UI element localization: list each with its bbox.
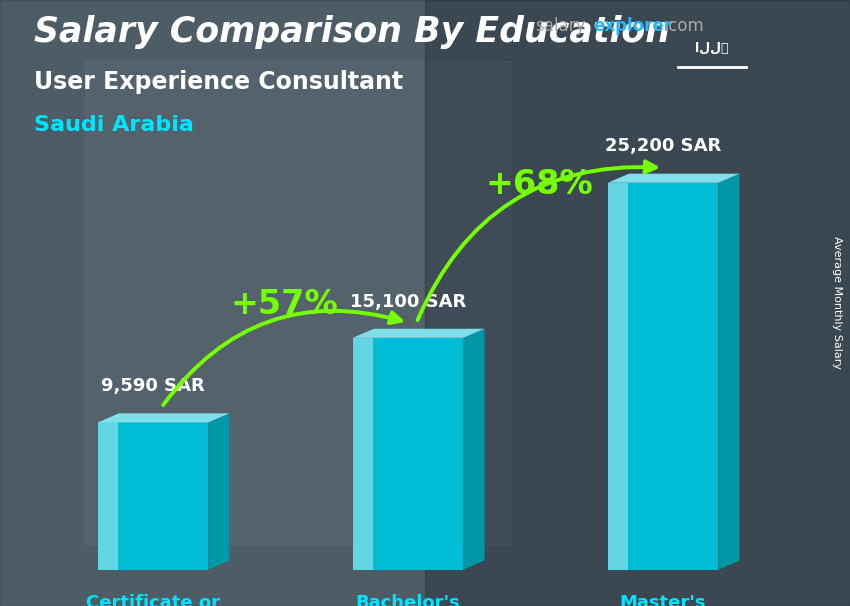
Polygon shape [608, 183, 718, 570]
Text: 25,200 SAR: 25,200 SAR [605, 138, 721, 156]
Polygon shape [718, 174, 740, 570]
Text: .com: .com [663, 17, 704, 35]
Text: Master's
Degree: Master's Degree [620, 594, 706, 606]
Polygon shape [98, 413, 230, 422]
Text: +68%: +68% [486, 168, 593, 201]
Bar [85, 61, 510, 545]
Text: Average Monthly Salary: Average Monthly Salary [832, 236, 842, 370]
Polygon shape [608, 183, 627, 570]
Text: Certificate or
Diploma: Certificate or Diploma [86, 594, 220, 606]
Text: 15,100 SAR: 15,100 SAR [350, 293, 466, 310]
Text: User Experience Consultant: User Experience Consultant [34, 70, 403, 94]
Text: explorer: explorer [593, 17, 672, 35]
Text: +57%: +57% [231, 288, 338, 321]
Polygon shape [353, 328, 484, 338]
Polygon shape [463, 328, 484, 570]
Text: Salary Comparison By Education: Salary Comparison By Education [34, 15, 670, 49]
Bar [425, 0, 850, 606]
Text: Saudi Arabia: Saudi Arabia [34, 115, 194, 135]
Polygon shape [208, 413, 230, 570]
Text: salary: salary [536, 17, 586, 35]
Text: 9,590 SAR: 9,590 SAR [101, 377, 205, 395]
Polygon shape [353, 338, 463, 570]
Text: اللہ: اللہ [695, 42, 728, 55]
Polygon shape [608, 174, 740, 183]
Text: Bachelor's
Degree: Bachelor's Degree [355, 594, 461, 606]
Polygon shape [353, 338, 372, 570]
Polygon shape [98, 422, 208, 570]
Polygon shape [98, 422, 117, 570]
